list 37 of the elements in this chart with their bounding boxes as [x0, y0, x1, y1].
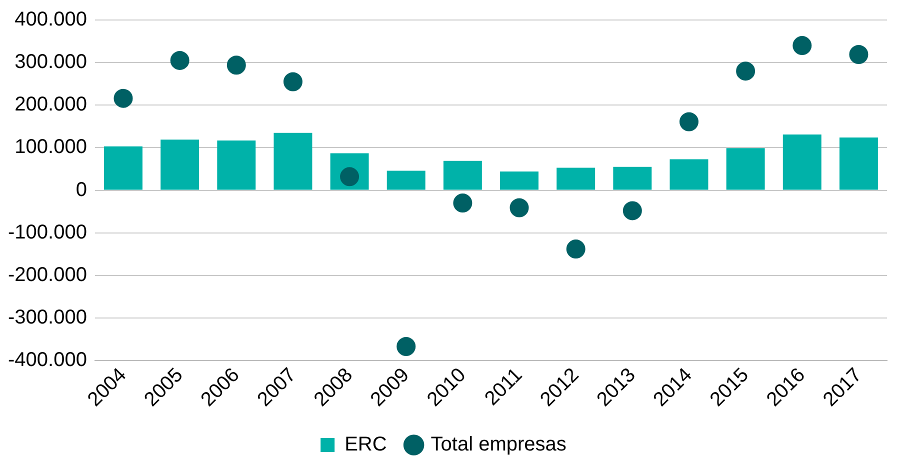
bar — [274, 132, 312, 190]
bar — [613, 166, 652, 190]
bar — [160, 140, 200, 190]
point — [283, 72, 302, 92]
y-tick-label: -300.000 — [8, 306, 87, 329]
point — [170, 50, 190, 70]
bar — [670, 159, 708, 190]
bar — [104, 146, 142, 190]
bar — [726, 148, 765, 190]
y-tick-label: 0 — [76, 178, 87, 201]
y-tick-label: 300.000 — [14, 51, 87, 74]
bar — [782, 134, 822, 190]
point — [679, 112, 698, 132]
point — [566, 240, 586, 259]
bar — [500, 172, 538, 190]
y-tick-label: -400.000 — [8, 349, 87, 372]
y-tick-label: -200.000 — [8, 264, 87, 286]
legend-label: ERC — [344, 434, 387, 456]
bar — [839, 137, 878, 190]
bar — [217, 140, 256, 190]
bar — [443, 160, 482, 190]
point — [622, 201, 642, 220]
point — [226, 56, 246, 75]
point — [453, 194, 472, 213]
point — [736, 62, 756, 81]
bar — [386, 170, 426, 190]
point — [396, 337, 416, 356]
y-tick-label: 100.000 — [14, 136, 87, 158]
point — [792, 36, 812, 56]
point — [510, 198, 529, 218]
y-tick-label: 400.000 — [14, 8, 87, 31]
point — [849, 44, 868, 64]
y-tick-label: 200.000 — [14, 94, 87, 116]
point — [114, 88, 133, 108]
bar — [556, 168, 596, 190]
legend-label: Total empresas — [430, 434, 566, 456]
y-tick-label: -100.000 — [8, 221, 87, 244]
